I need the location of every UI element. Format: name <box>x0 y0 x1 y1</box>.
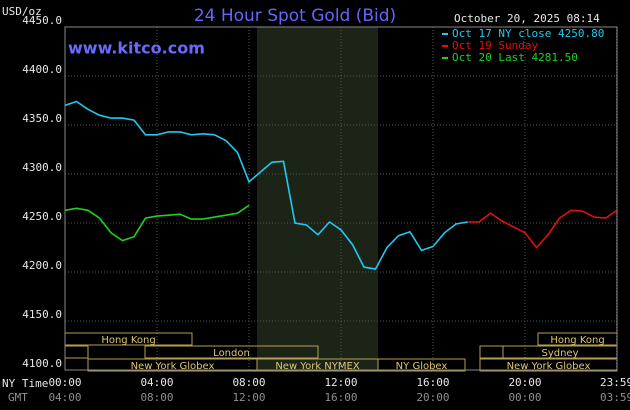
x-axis-label: NY Time <box>2 377 48 390</box>
session-box <box>377 358 466 372</box>
series-line <box>64 204 250 242</box>
x2-tick-label: 03:59 <box>600 391 630 404</box>
timestamp: October 20, 2025 08:14 <box>454 12 600 25</box>
x2-tick-label: 04:00 <box>48 391 81 404</box>
y-axis-label: USD/oz <box>2 5 42 18</box>
x2-tick-label: 16:00 <box>324 391 357 404</box>
legend-label: Oct 19 Sunday <box>452 39 538 52</box>
x2-axis-label: GMT <box>8 391 28 404</box>
session-label: Hong Kong <box>550 335 604 346</box>
y-tick-label: 4450.0 <box>22 14 62 27</box>
session-label: Hong Kong <box>101 335 155 346</box>
x2-tick-label: 08:00 <box>140 391 173 404</box>
session-label: Sydney <box>541 348 578 359</box>
x2-tick-label: 20:00 <box>416 391 449 404</box>
plot-frame <box>64 26 618 371</box>
session-shade <box>257 27 378 370</box>
x-tick-label: 08:00 <box>232 376 265 389</box>
session-box <box>144 345 319 359</box>
series-line <box>467 209 618 249</box>
y-tick-label: 4300.0 <box>22 161 62 174</box>
x-tick-label: 23:59 <box>600 376 630 389</box>
y-tick-label: 4350.0 <box>22 112 62 125</box>
legend-label: Oct 20 Last 4281.50 <box>452 51 578 64</box>
session-label: London <box>213 348 250 359</box>
y-tick-label: 4150.0 <box>22 308 62 321</box>
session-label: NY Globex <box>396 361 448 372</box>
source: www.kitco.com <box>68 39 205 58</box>
x-tick-label: 00:00 <box>48 376 81 389</box>
y-tick-label: 4400.0 <box>22 63 62 76</box>
session-label: New York Globex <box>507 361 591 372</box>
y-tick-label: 4200.0 <box>22 259 62 272</box>
series-line <box>64 100 468 270</box>
session-label: New York Globex <box>131 361 215 372</box>
x-tick-label: 20:00 <box>508 376 541 389</box>
y-tick-label: 4100.0 <box>22 357 62 370</box>
x-tick-label: 16:00 <box>416 376 449 389</box>
legend-label: Oct 17 NY close 4250.80 <box>452 27 604 40</box>
x-tick-label: 04:00 <box>140 376 173 389</box>
x2-tick-label: 12:00 <box>232 391 265 404</box>
session-label: New York NYMEX <box>275 361 360 372</box>
y-tick-label: 4250.0 <box>22 210 62 223</box>
x-tick-label: 12:00 <box>324 376 357 389</box>
x2-tick-label: 00:00 <box>508 391 541 404</box>
chart-title: 24 Hour Spot Gold (Bid) <box>194 6 396 26</box>
